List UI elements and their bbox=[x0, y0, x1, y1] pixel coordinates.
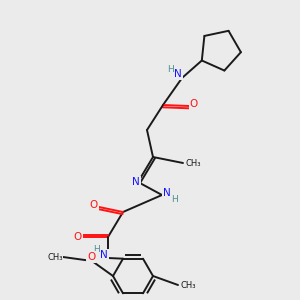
Text: H: H bbox=[94, 244, 100, 253]
Text: CH₃: CH₃ bbox=[180, 280, 196, 290]
Text: N: N bbox=[100, 250, 108, 260]
Text: H: H bbox=[168, 64, 174, 74]
Text: N: N bbox=[132, 177, 140, 187]
Text: H: H bbox=[172, 194, 178, 203]
Text: O: O bbox=[87, 252, 95, 262]
Text: CH₃: CH₃ bbox=[47, 253, 63, 262]
Text: O: O bbox=[190, 99, 198, 109]
Text: O: O bbox=[90, 200, 98, 210]
Text: O: O bbox=[74, 232, 82, 242]
Text: CH₃: CH₃ bbox=[185, 158, 201, 167]
Text: N: N bbox=[163, 188, 171, 198]
Text: N: N bbox=[174, 69, 182, 79]
